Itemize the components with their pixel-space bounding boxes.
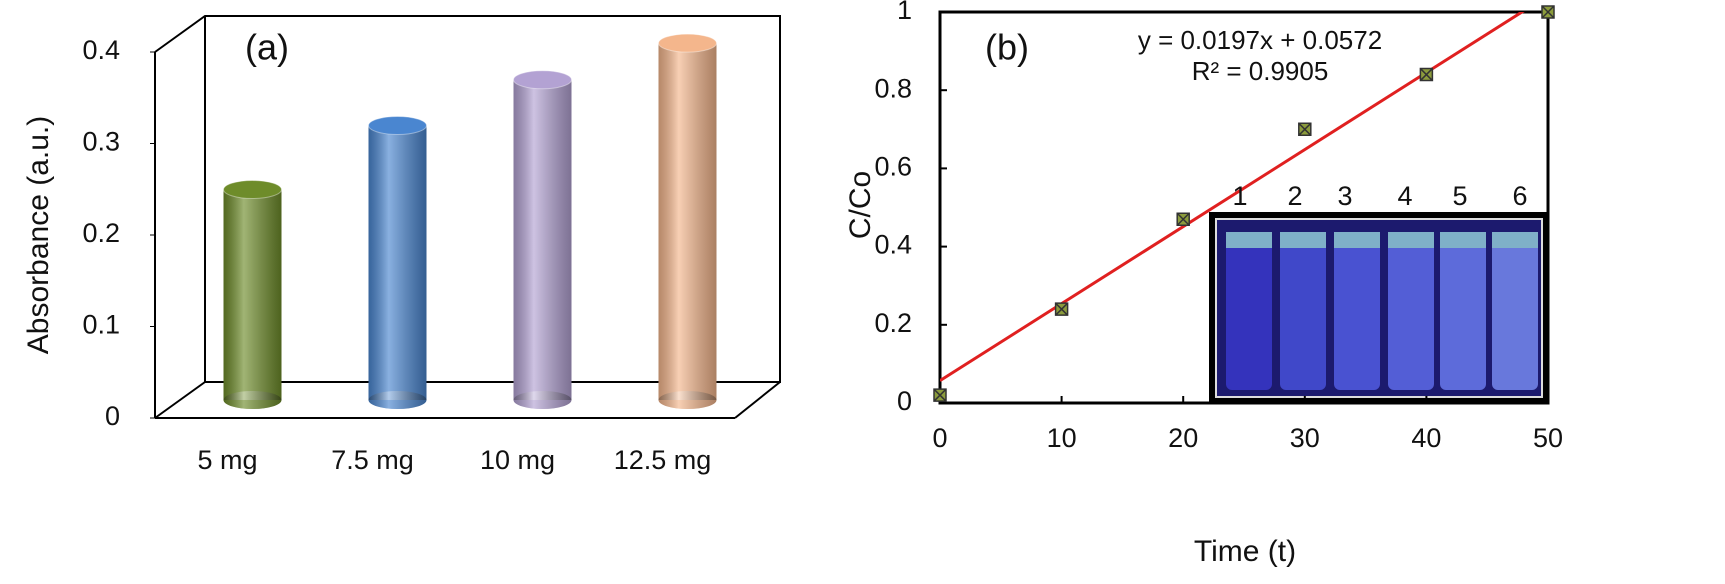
y-tick-label: 0 <box>105 401 120 431</box>
x-tick-label: 5 mg <box>197 445 257 475</box>
point <box>1420 69 1432 81</box>
bar-cap <box>369 117 427 135</box>
x-tick-label: 7.5 mg <box>331 445 414 475</box>
figure: (a) Absorbance (a.u.) (b) y = 0.0197x + … <box>0 0 1725 579</box>
bar-cap <box>659 34 717 52</box>
y-axis-title: Absorbance (a.u.) <box>22 116 55 354</box>
x-tick-label: 10 <box>1047 423 1077 453</box>
point <box>1299 123 1311 135</box>
y-tick-label: 0.1 <box>82 310 120 340</box>
y-tick-label: 0.2 <box>82 218 120 248</box>
point <box>1056 303 1068 315</box>
bar-base-shade <box>224 391 282 409</box>
bar-cap <box>224 181 282 199</box>
x-tick-label: 0 <box>932 423 947 453</box>
inset-label: 3 <box>1337 181 1352 211</box>
point <box>1177 213 1189 225</box>
point <box>1542 6 1554 18</box>
annotation: R² = 0.9905 <box>1192 56 1329 86</box>
x-tick-label: 30 <box>1290 423 1320 453</box>
bar-shade <box>514 80 572 400</box>
x-axis-title: Time (t) <box>1194 535 1296 568</box>
bar-cap <box>514 71 572 89</box>
x-tick-label: 12.5 mg <box>614 445 712 475</box>
annotation: y = 0.0197x + 0.0572 <box>1138 25 1382 55</box>
inset-label: 6 <box>1512 181 1527 211</box>
y-tick-label: 0.4 <box>82 35 120 65</box>
panel-label: (a) <box>245 27 289 68</box>
y-tick-label: 0.6 <box>874 152 912 182</box>
panel-label: (b) <box>985 27 1029 68</box>
bar-shade <box>659 43 717 400</box>
inset-label: 4 <box>1397 181 1412 211</box>
x-tick-label: 10 mg <box>480 445 555 475</box>
inset-label: 2 <box>1287 181 1302 211</box>
y-tick-label: 1 <box>897 0 912 25</box>
x-tick-label: 20 <box>1168 423 1198 453</box>
x-tick-label: 40 <box>1411 423 1441 453</box>
y-tick-label: 0 <box>897 386 912 416</box>
bar-base-shade <box>514 391 572 409</box>
y-tick-label: 0.4 <box>874 230 912 260</box>
y-axis-title: C/Co <box>844 171 877 239</box>
inset-label: 5 <box>1452 181 1467 211</box>
y-tick-label: 0.2 <box>874 308 912 338</box>
bar-shade <box>369 126 427 401</box>
inset-photo <box>1209 212 1549 404</box>
y-tick-label: 0.3 <box>82 127 120 157</box>
bar-base-shade <box>369 391 427 409</box>
bar-shade <box>224 190 282 400</box>
point <box>934 389 946 401</box>
y-tick-label: 0.8 <box>874 73 912 103</box>
inset-label: 1 <box>1232 181 1247 211</box>
x-tick-label: 50 <box>1533 423 1563 453</box>
bar-base-shade <box>659 391 717 409</box>
